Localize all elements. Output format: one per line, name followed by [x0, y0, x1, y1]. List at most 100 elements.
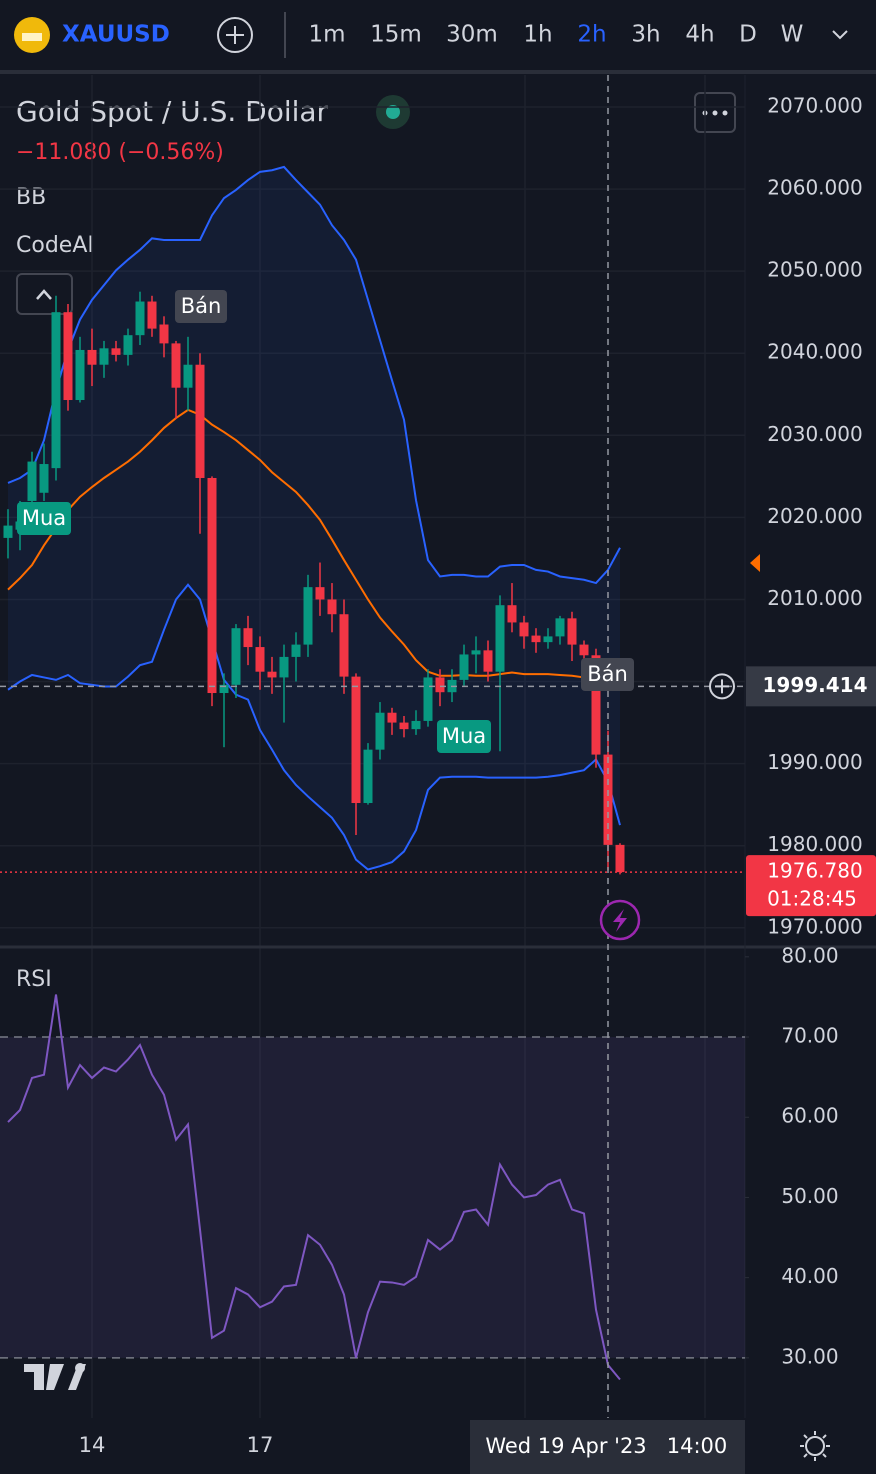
- interval-button[interactable]: W: [781, 22, 804, 48]
- logo: [24, 1364, 64, 1390]
- gear-teeth: [800, 1431, 830, 1461]
- candle-body: [579, 644, 589, 656]
- bottom-bar: [24, 1363, 830, 1461]
- indicator-line: [7, 165, 621, 585]
- interval-button[interactable]: 2h: [577, 22, 606, 48]
- candle-body: [303, 587, 313, 645]
- collapse-button[interactable]: [16, 273, 73, 315]
- candle-body: [615, 844, 625, 873]
- toolbar: XAUUSD: [0, 12, 876, 74]
- interval-button[interactable]: 30m: [446, 22, 498, 48]
- x-tick-label: 14: [79, 1433, 106, 1457]
- candle-body: [3, 525, 13, 538]
- candle-body: [135, 301, 145, 336]
- candle-body: [231, 628, 241, 685]
- interval-button[interactable]: 1h: [523, 22, 552, 48]
- candle-body: [543, 636, 553, 643]
- candle-body: [399, 722, 409, 730]
- settings-button[interactable]: [805, 1436, 825, 1456]
- candle-body: [339, 614, 349, 677]
- plus-icon: [226, 26, 244, 44]
- signal-box: [17, 502, 71, 535]
- candle-body: [63, 312, 73, 401]
- y-tick-label: 50.00: [781, 1184, 838, 1208]
- y-tick-label: 2020.000: [767, 504, 862, 528]
- candle-body: [435, 677, 445, 693]
- y-tick-label: 2070.000: [767, 94, 862, 118]
- candle-body: [519, 622, 529, 637]
- candle-body: [87, 349, 97, 365]
- y-tick-label: 2030.000: [767, 422, 862, 446]
- y-tick-label: 2010.000: [767, 586, 862, 610]
- interval-button[interactable]: 1m: [308, 22, 345, 48]
- last-price-box: [746, 855, 876, 917]
- y-tick-label: 60.00: [781, 1104, 838, 1128]
- countdown: 01:28:45: [767, 887, 857, 911]
- interval-button[interactable]: 4h: [685, 22, 714, 48]
- candle-body: [111, 348, 121, 355]
- candle-body: [75, 349, 85, 401]
- candle-body: [255, 647, 265, 672]
- instrument-title: Gold Spot / U.S. Dollar: [16, 95, 329, 128]
- lightning-icon: [613, 909, 627, 932]
- candle-body: [51, 312, 61, 469]
- candle-body: [279, 656, 289, 678]
- candle-body: [531, 635, 541, 643]
- candle-body: [219, 684, 229, 694]
- signal-label: Mua: [22, 506, 66, 530]
- candle-body: [507, 605, 517, 623]
- plus-icon: [715, 679, 729, 694]
- candle-body: [351, 676, 361, 804]
- candle-body: [483, 650, 493, 672]
- interval-button[interactable]: D: [739, 22, 757, 48]
- add-symbol-button[interactable]: [217, 17, 253, 53]
- candle-body: [423, 677, 433, 721]
- y-tick-label: 1970.000: [767, 914, 862, 938]
- candle-body: [327, 599, 337, 615]
- candle-body: [39, 464, 49, 493]
- y-tick-label: 2040.000: [767, 340, 862, 364]
- candle-body: [567, 618, 577, 645]
- rsi-line: [7, 994, 621, 1381]
- indicator-line: [7, 408, 621, 685]
- interval-dropdown[interactable]: [832, 30, 848, 40]
- signal-box: [437, 720, 491, 753]
- rsi-band: [0, 1037, 745, 1358]
- candle-body: [159, 324, 169, 344]
- candle-body: [603, 754, 613, 845]
- candle-body: [291, 644, 301, 657]
- interval-button[interactable]: 3h: [631, 22, 660, 48]
- indicator-label[interactable]: CodeAI: [16, 233, 94, 258]
- y-tick-label: 80.00: [781, 943, 838, 967]
- signal-box: [175, 290, 227, 323]
- y-tick-label: 1980.000: [767, 832, 862, 856]
- x-tick-label: 14:00: [667, 1434, 728, 1458]
- last-price-label: 1976.780: [767, 859, 862, 883]
- candle-body: [183, 364, 193, 388]
- y-tick-label: 1990.000: [767, 750, 862, 774]
- signal-box: [581, 658, 634, 691]
- candle-body: [459, 654, 469, 680]
- candle-body: [123, 335, 133, 355]
- chevron-up: [36, 289, 52, 300]
- dot: [712, 110, 718, 116]
- pane-title: RSI: [16, 967, 52, 992]
- market-status-dot: [386, 105, 400, 119]
- symbol[interactable]: XAUUSD: [62, 22, 170, 48]
- candle-body: [147, 301, 157, 329]
- candle-body: [375, 712, 385, 750]
- candle-body: [363, 749, 373, 804]
- crosshair-time-label: Wed 19 Apr '23: [485, 1434, 646, 1458]
- interval-button[interactable]: 15m: [370, 22, 422, 48]
- candle-body: [411, 720, 421, 730]
- x-tick-label: 17: [247, 1433, 274, 1457]
- add-alert-button[interactable]: [709, 673, 735, 700]
- candle-body: [591, 655, 601, 755]
- logo-part: [68, 1364, 86, 1390]
- candle-body: [195, 364, 205, 478]
- candle-body: [267, 671, 277, 678]
- candle-body: [315, 587, 325, 600]
- signal-label: Bán: [181, 294, 222, 318]
